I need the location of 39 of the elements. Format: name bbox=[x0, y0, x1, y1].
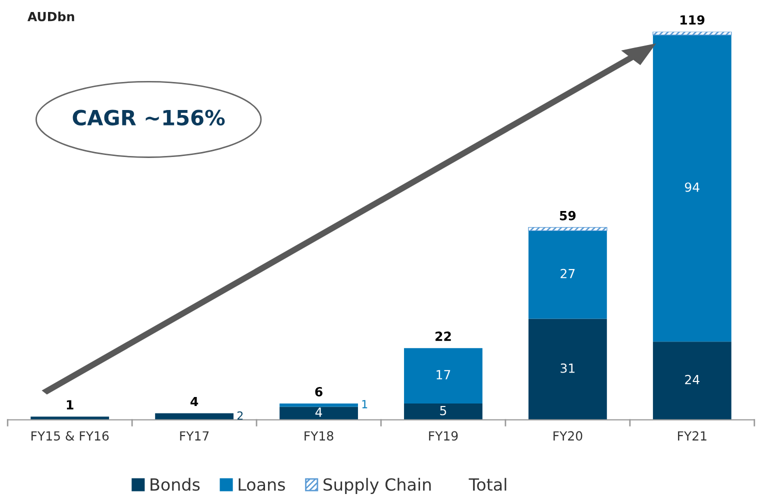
total-label: 22 bbox=[436, 332, 451, 341]
legend-label: Loans bbox=[238, 478, 285, 491]
total-label: 6 bbox=[315, 387, 322, 396]
bar bbox=[528, 318, 607, 420]
legend-label: Supply Chain bbox=[324, 478, 431, 494]
bar bbox=[404, 404, 482, 420]
x-tick-label: FY19 bbox=[429, 431, 458, 441]
x-tick-label: FY15 & FY16 bbox=[32, 431, 109, 441]
data-label: 17 bbox=[436, 370, 450, 380]
bar bbox=[280, 406, 358, 420]
data-label: 24 bbox=[685, 374, 700, 384]
x-tick-label: FY21 bbox=[678, 431, 706, 440]
bar bbox=[652, 35, 732, 342]
data-label: 31 bbox=[560, 363, 574, 373]
bar bbox=[652, 32, 732, 36]
data-label: 4 bbox=[315, 408, 322, 417]
x-tick-label: FY17 bbox=[180, 431, 209, 440]
data-label: 1 bbox=[362, 400, 368, 408]
bar bbox=[528, 227, 608, 232]
annotation: CAGR ~156% bbox=[72, 110, 225, 126]
bar bbox=[280, 404, 358, 407]
bar bbox=[528, 230, 607, 319]
bar bbox=[155, 413, 234, 420]
data-label: 2 bbox=[237, 411, 243, 420]
total-label: 119 bbox=[680, 15, 704, 25]
data-label: 5 bbox=[440, 406, 446, 416]
bar bbox=[404, 348, 482, 404]
total-label: 59 bbox=[560, 210, 576, 220]
bar bbox=[652, 342, 732, 420]
x-tick-label: FY18 bbox=[304, 431, 334, 441]
data-label: 94 bbox=[684, 182, 700, 192]
data-label: 27 bbox=[560, 268, 575, 278]
bar bbox=[30, 416, 110, 420]
total-label: 1 bbox=[66, 400, 74, 410]
total-label: 4 bbox=[190, 396, 198, 406]
text: Total bbox=[468, 478, 506, 491]
legend-label: Bonds bbox=[150, 478, 200, 491]
x-tick-label: FY20 bbox=[554, 431, 582, 441]
text: AUDbn bbox=[27, 12, 74, 22]
